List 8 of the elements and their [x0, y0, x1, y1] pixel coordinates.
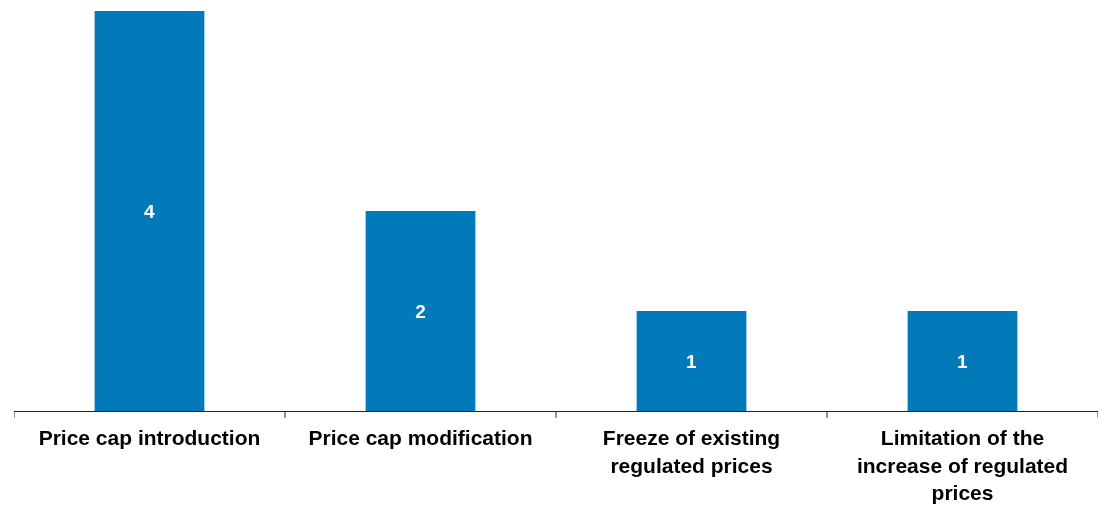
data-label: 1 — [686, 350, 697, 372]
data-label: 1 — [957, 350, 968, 372]
x-tick-label: Limitation of the increase of regulated prices — [856, 426, 1069, 504]
x-tick-label: Freeze of existing regulated prices — [602, 426, 781, 477]
data-label: 2 — [415, 300, 426, 322]
x-tick-label: Price cap modification — [308, 426, 533, 450]
data-label: 4 — [144, 200, 155, 222]
x-tick-label: Price cap introduction — [38, 426, 261, 450]
